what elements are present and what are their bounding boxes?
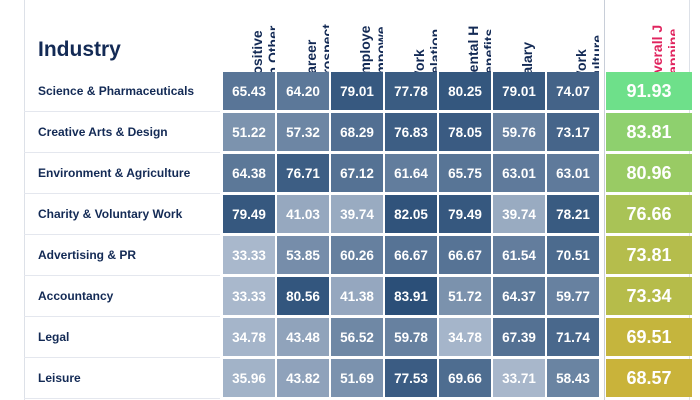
overall-score-cell: 76.66 xyxy=(606,195,692,233)
table-cell: 83.91 xyxy=(385,277,437,315)
table-cell: 35.96 xyxy=(223,359,275,397)
row-separator xyxy=(24,111,220,112)
table-cell: 80.56 xyxy=(277,277,329,315)
overall-score-cell: 83.81 xyxy=(606,113,692,151)
table-cell: 76.83 xyxy=(385,113,437,151)
table-cell: 65.75 xyxy=(439,154,491,192)
table-cell: 67.12 xyxy=(331,154,383,192)
row-label-industry: Accountancy xyxy=(38,289,114,303)
row-label-industry: Science & Pharmaceuticals xyxy=(38,84,195,98)
overall-score-cell: 69.51 xyxy=(606,318,692,356)
overall-score-cell: 73.34 xyxy=(606,277,692,315)
table-cell: 78.21 xyxy=(547,195,599,233)
table-cell: 79.01 xyxy=(493,72,545,110)
table-cell: 79.49 xyxy=(223,195,275,233)
row-label-industry: Charity & Voluntary Work xyxy=(38,207,183,221)
table-cell: 34.78 xyxy=(439,318,491,356)
table-cell: 61.54 xyxy=(493,236,545,274)
table-cell: 70.51 xyxy=(547,236,599,274)
row-label-industry: Advertising & PR xyxy=(38,248,137,262)
table-cell: 33.33 xyxy=(223,236,275,274)
table-cell: 80.25 xyxy=(439,72,491,110)
table-cell: 77.53 xyxy=(385,359,437,397)
table-cell: 71.74 xyxy=(547,318,599,356)
row-separator xyxy=(24,398,220,399)
table-cell: 67.39 xyxy=(493,318,545,356)
table-cell: 56.52 xyxy=(331,318,383,356)
table-cell: 53.85 xyxy=(277,236,329,274)
table-cell: 79.49 xyxy=(439,195,491,233)
overall-score-cell: 73.81 xyxy=(606,236,692,274)
table-cell: 74.07 xyxy=(547,72,599,110)
table-cell: 77.78 xyxy=(385,72,437,110)
table-cell: 51.72 xyxy=(439,277,491,315)
table-cell: 33.71 xyxy=(493,359,545,397)
table-cell: 39.74 xyxy=(493,195,545,233)
row-label-industry: Legal xyxy=(38,330,70,344)
table-cell: 69.66 xyxy=(439,359,491,397)
table-cell: 65.43 xyxy=(223,72,275,110)
table-cell: 64.38 xyxy=(223,154,275,192)
table-cell: 64.37 xyxy=(493,277,545,315)
table-cell: 59.76 xyxy=(493,113,545,151)
row-label-industry: Creative Arts & Design xyxy=(38,125,168,139)
table-cell: 61.64 xyxy=(385,154,437,192)
table-cell: 59.78 xyxy=(385,318,437,356)
table-cell: 43.82 xyxy=(277,359,329,397)
row-separator xyxy=(24,357,220,358)
overall-score-cell: 68.57 xyxy=(606,359,692,397)
overall-score-cell: 91.93 xyxy=(606,72,692,110)
left-frame xyxy=(0,0,25,400)
table-cell: 60.26 xyxy=(331,236,383,274)
row-label-industry: Leisure xyxy=(38,371,81,385)
row-separator xyxy=(24,152,220,153)
overall-score-cell: 80.96 xyxy=(606,154,692,192)
table-cell: 57.32 xyxy=(277,113,329,151)
table-cell: 34.78 xyxy=(223,318,275,356)
row-separator xyxy=(24,275,220,276)
table-cell: 33.33 xyxy=(223,277,275,315)
table-cell: 39.74 xyxy=(331,195,383,233)
table-cell: 63.01 xyxy=(493,154,545,192)
table-cell: 66.67 xyxy=(439,236,491,274)
table-cell: 76.71 xyxy=(277,154,329,192)
table-cell: 51.22 xyxy=(223,113,275,151)
table-cell: 41.38 xyxy=(331,277,383,315)
table-cell: 73.17 xyxy=(547,113,599,151)
table-cell: 66.67 xyxy=(385,236,437,274)
overall-column-frame xyxy=(604,0,691,400)
table-cell: 79.01 xyxy=(331,72,383,110)
table-cell: 78.05 xyxy=(439,113,491,151)
row-separator xyxy=(24,193,220,194)
table-cell: 59.77 xyxy=(547,277,599,315)
table-cell: 51.69 xyxy=(331,359,383,397)
table-cell: 41.03 xyxy=(277,195,329,233)
table-cell: 58.43 xyxy=(547,359,599,397)
industry-column-header: Industry xyxy=(38,38,121,61)
table-cell: 64.20 xyxy=(277,72,329,110)
table-cell: 82.05 xyxy=(385,195,437,233)
table-cell: 63.01 xyxy=(547,154,599,192)
row-separator xyxy=(24,316,220,317)
row-separator xyxy=(24,234,220,235)
row-label-industry: Environment & Agriculture xyxy=(38,166,191,180)
table-cell: 43.48 xyxy=(277,318,329,356)
table-cell: 68.29 xyxy=(331,113,383,151)
